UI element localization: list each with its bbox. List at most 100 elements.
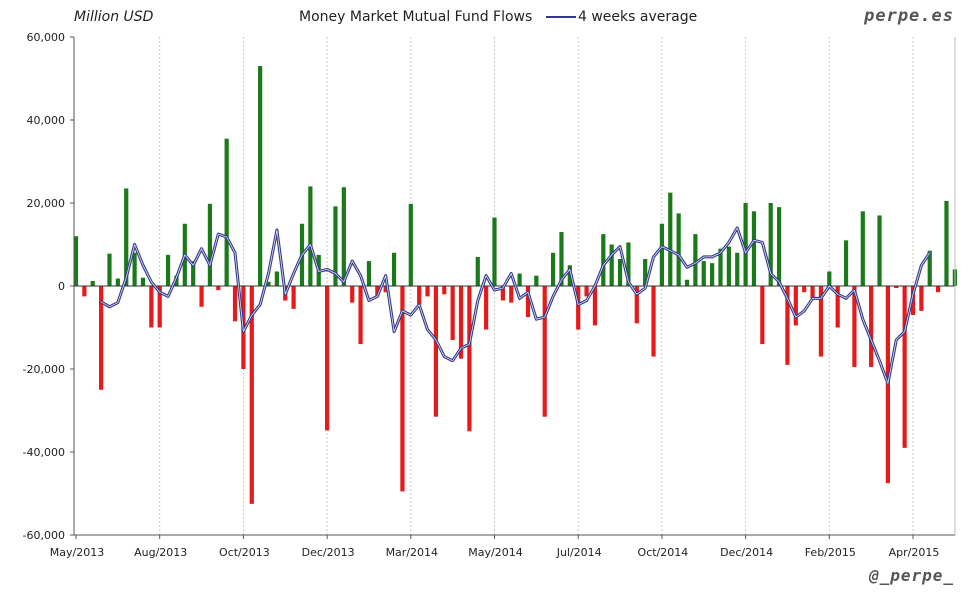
- y-tick-label: 40,000: [27, 114, 66, 127]
- flow-bar: [274, 271, 279, 286]
- chart-title: Money Market Mutual Fund Flows: [299, 9, 533, 25]
- flow-bar: [869, 286, 874, 367]
- legend-line-swatch: [546, 16, 576, 18]
- flow-bar: [107, 253, 112, 286]
- flow-bar: [919, 286, 924, 311]
- flow-bar: [877, 215, 882, 286]
- flow-bar: [458, 286, 464, 359]
- x-tick-label: Oct/2014: [638, 546, 689, 559]
- flow-bar: [333, 206, 338, 286]
- flow-bar: [617, 259, 623, 286]
- flow-bar: [609, 244, 614, 286]
- flow-bar: [626, 242, 631, 286]
- x-tick-label: Jul/2014: [556, 546, 602, 559]
- y-tick-label: -20,000: [23, 363, 65, 376]
- flow-bar: [509, 286, 514, 303]
- flow-bar: [592, 286, 598, 326]
- flow-bar: [165, 254, 171, 286]
- flow-bar: [534, 275, 539, 286]
- bars-layer: [73, 66, 957, 504]
- flow-bar: [818, 286, 824, 357]
- flow-bar: [693, 234, 698, 286]
- flow-bar: [232, 286, 238, 322]
- flow-bar: [500, 286, 505, 301]
- flow-bar: [927, 250, 932, 286]
- flow-bar: [684, 279, 690, 286]
- flow-bar: [358, 286, 363, 345]
- flow-bar: [417, 286, 422, 305]
- x-tick-label: Apr/2015: [889, 546, 940, 559]
- average-line-highlight: [100, 227, 931, 384]
- flow-bar: [400, 286, 405, 492]
- flow-bar: [584, 286, 589, 297]
- flow-bar: [659, 223, 664, 286]
- flow-bar: [249, 286, 254, 504]
- flow-bar: [718, 248, 723, 286]
- flow-bar: [492, 217, 497, 286]
- flow-bar: [902, 286, 907, 448]
- flow-bar: [191, 261, 196, 286]
- flow-bar: [115, 278, 120, 286]
- flow-bar: [132, 252, 137, 286]
- flow-bar: [475, 256, 480, 286]
- flow-bar: [140, 277, 146, 286]
- flow-bar: [433, 286, 439, 417]
- flow-bar: [550, 252, 556, 286]
- flow-bar: [860, 211, 865, 286]
- flow-bar: [676, 213, 681, 286]
- flow-bar: [768, 203, 773, 286]
- x-tick-label: May/2014: [468, 546, 522, 559]
- legend-label: 4 weeks average: [578, 9, 698, 25]
- flow-bar: [751, 211, 757, 286]
- flow-bar: [710, 263, 715, 286]
- y-tick-label: 20,000: [27, 197, 66, 210]
- legend: 4 weeks average: [546, 9, 697, 25]
- flow-bar: [383, 286, 388, 293]
- brand-watermark-top: perpe.es: [864, 6, 954, 26]
- y-tick-label: 0: [58, 280, 65, 293]
- flow-bar: [743, 203, 748, 286]
- x-tick-label: Mar/2014: [386, 546, 438, 559]
- flow-bar: [651, 286, 656, 357]
- flow-bar: [827, 271, 832, 286]
- y-unit-label: Million USD: [74, 9, 154, 25]
- y-tick-label: 60,000: [27, 31, 66, 44]
- flow-bar: [776, 207, 782, 286]
- flow-bar: [425, 286, 430, 297]
- flow-bar: [785, 286, 790, 365]
- y-tick-label: -60,000: [23, 529, 65, 542]
- flow-bar: [852, 286, 857, 367]
- flow-bar: [350, 286, 355, 303]
- flow-bar: [149, 286, 154, 328]
- flow-bar: [634, 286, 639, 324]
- flow-bar: [99, 286, 104, 390]
- flow-bar: [408, 203, 413, 286]
- flow-bar: [484, 286, 489, 330]
- flow-bar: [760, 286, 765, 345]
- x-tick-label: Dec/2014: [720, 546, 773, 559]
- x-tick-label: Aug/2013: [134, 546, 187, 559]
- flow-bar: [366, 261, 372, 286]
- flow-bar: [216, 286, 221, 291]
- flow-bar: [525, 286, 531, 318]
- flow-bar: [793, 286, 798, 326]
- flow-bar: [224, 138, 229, 286]
- axis-layer: 60,000 40,000 20,000 0 -20,000 -40,000 -60,000…: [23, 31, 956, 559]
- flow-bar: [810, 286, 815, 299]
- average-line-layer: [100, 226, 931, 385]
- flow-bar: [517, 273, 522, 286]
- flow-bar: [82, 286, 87, 297]
- flow-bar: [601, 234, 606, 286]
- x-tick-label: Dec/2013: [302, 546, 355, 559]
- flow-bar: [668, 192, 673, 286]
- flow-bar: [442, 286, 447, 295]
- brand-watermark-bottom: @_perpe_: [868, 566, 954, 585]
- x-tick-label: May/2013: [50, 546, 104, 559]
- flow-bar: [701, 261, 706, 286]
- flow-bar: [199, 286, 204, 307]
- flow-bar: [341, 187, 346, 286]
- flow-bar: [207, 203, 213, 286]
- flow-bar: [843, 240, 849, 286]
- flow-bar: [450, 286, 455, 340]
